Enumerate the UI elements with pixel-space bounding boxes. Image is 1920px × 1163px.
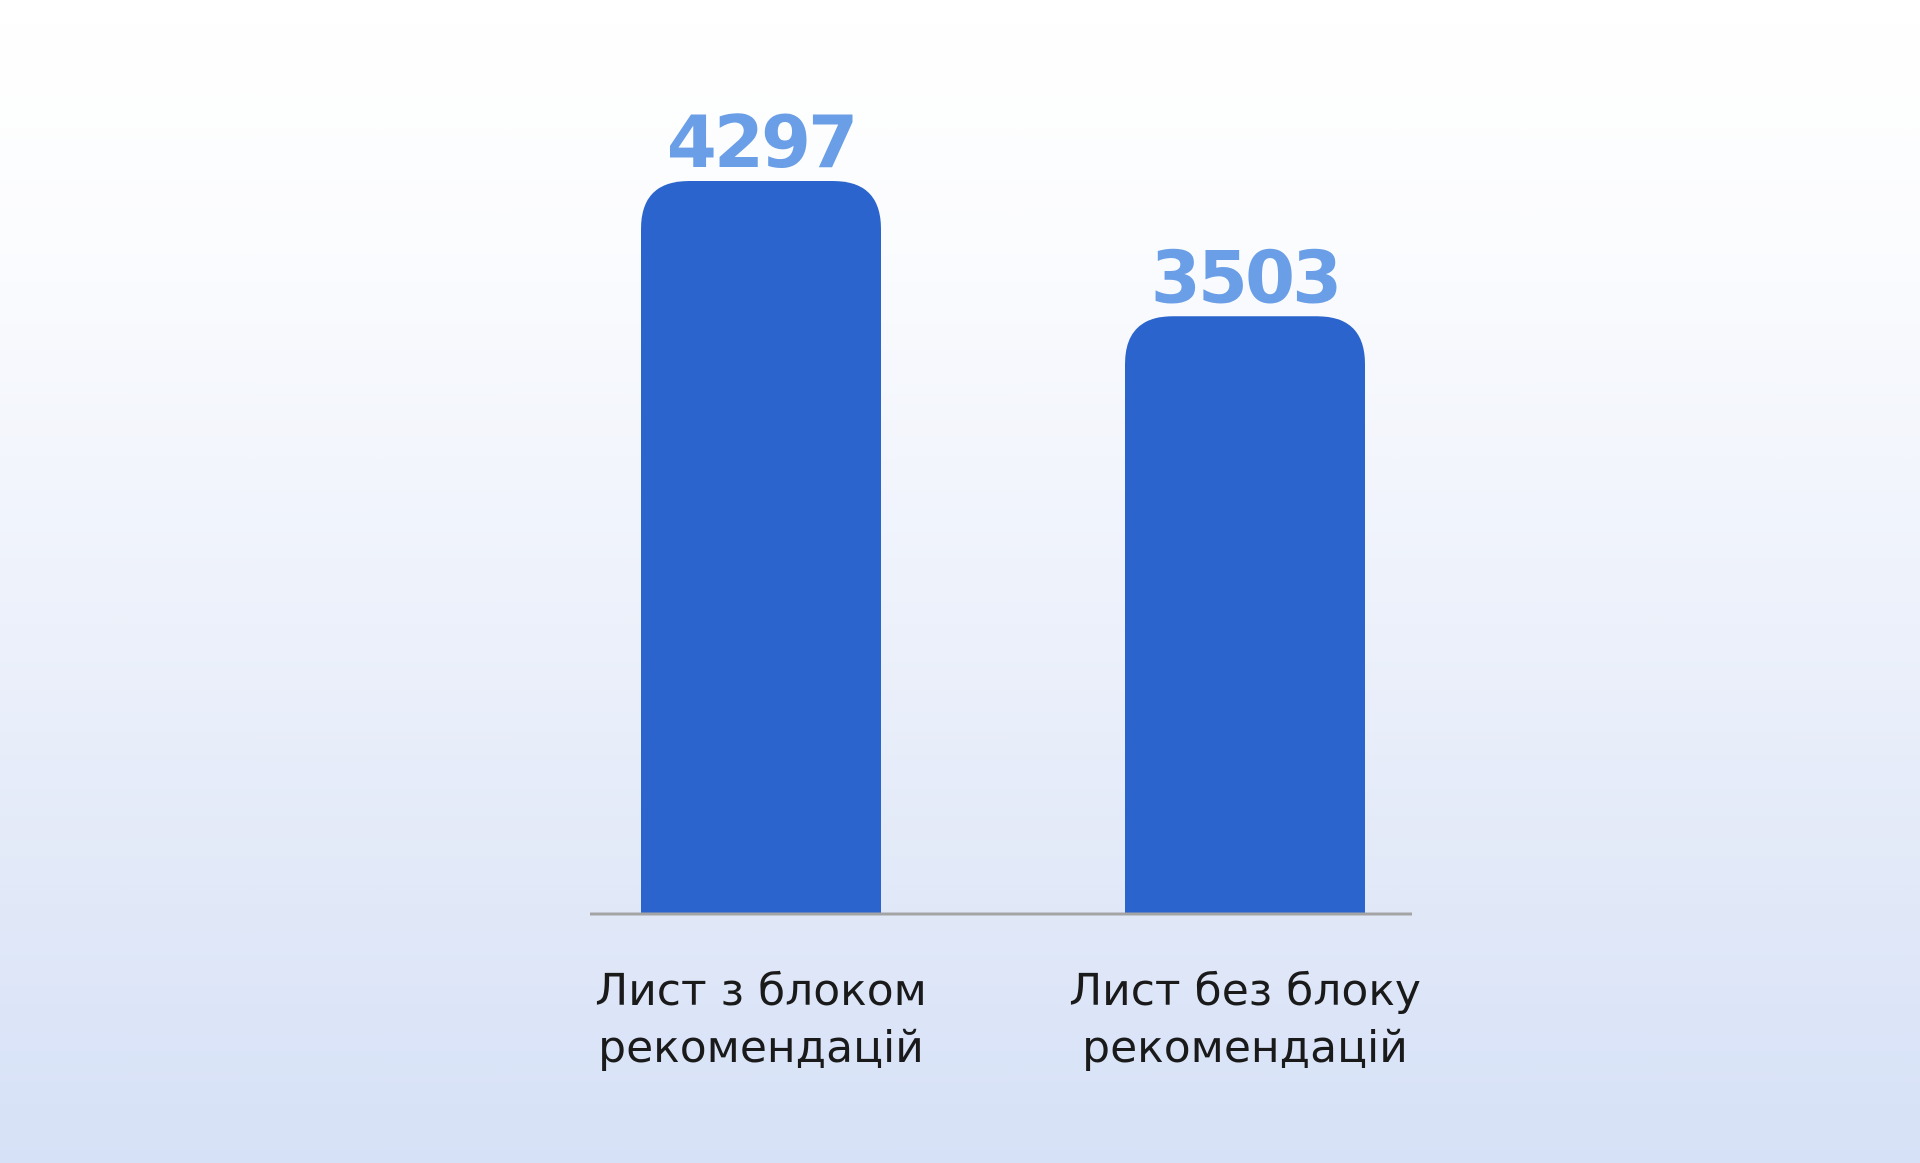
labels-layer: 4297 Лист з блоком рекомендацій 3503 Лист бе… [595,100,1421,1073]
category-label-2-line-1: Лист без блоку [1069,965,1421,1016]
category-label-1-line-1: Лист з блоком [595,965,927,1016]
bar-2 [1125,316,1365,913]
bar-value-label-1: 4297 [667,100,855,184]
bar-1 [641,181,881,913]
category-label-1-line-2: рекомендацій [598,1022,924,1073]
bars-layer [641,181,1365,913]
category-label-2-line-2: рекомендацій [1082,1022,1408,1073]
bar-value-label-2: 3503 [1151,235,1339,319]
